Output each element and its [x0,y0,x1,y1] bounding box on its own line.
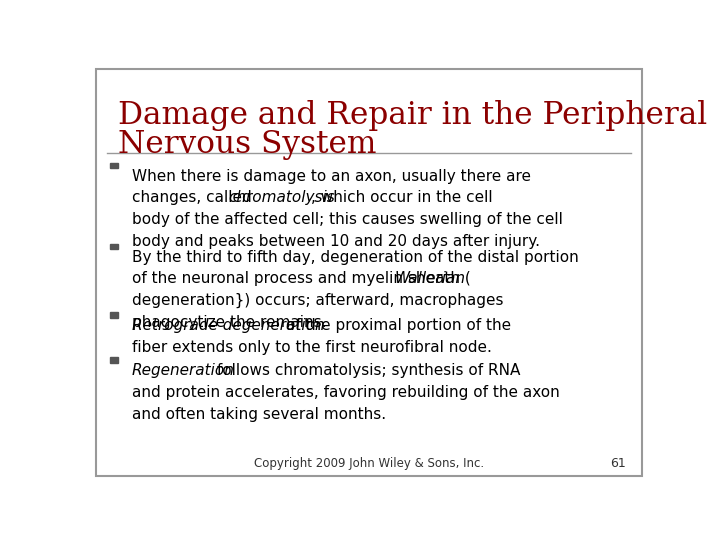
Text: Wallerian: Wallerian [395,272,465,286]
Text: When there is damage to an axon, usually there are: When there is damage to an axon, usually… [132,168,531,184]
Text: degeneration}) occurs; afterward, macrophages: degeneration}) occurs; afterward, macrop… [132,293,503,308]
Text: body of the affected cell; this causes swelling of the cell: body of the affected cell; this causes s… [132,212,563,227]
Text: , which occur in the cell: , which occur in the cell [311,191,492,205]
Text: Damage and Repair in the Peripheral: Damage and Repair in the Peripheral [118,100,707,131]
Text: Regeneration: Regeneration [132,363,235,379]
Text: follows chromatolysis; synthesis of RNA: follows chromatolysis; synthesis of RNA [212,363,520,379]
Text: of the proximal portion of the: of the proximal portion of the [281,319,511,333]
Text: and often taking several months.: and often taking several months. [132,407,386,422]
Text: changes, called: changes, called [132,191,256,205]
Text: and protein accelerates, favoring rebuilding of the axon: and protein accelerates, favoring rebuil… [132,385,559,400]
Text: chromatolysis: chromatolysis [228,191,336,205]
FancyBboxPatch shape [96,69,642,476]
Bar [110,357,117,363]
Text: By the third to fifth day, degeneration of the distal portion: By the third to fifth day, degeneration … [132,250,579,265]
Text: phagocytize the remains.: phagocytize the remains. [132,315,326,330]
Text: body and peaks between 10 and 20 days after injury.: body and peaks between 10 and 20 days af… [132,234,540,248]
Text: Nervous System: Nervous System [118,129,377,160]
Bar [110,313,117,318]
Text: of the neuronal process and myelin sheath (: of the neuronal process and myelin sheat… [132,272,471,286]
Text: fiber extends only to the first neurofibral node.: fiber extends only to the first neurofib… [132,340,492,355]
Text: Copyright 2009 John Wiley & Sons, Inc.: Copyright 2009 John Wiley & Sons, Inc. [254,457,484,470]
Bar [110,244,117,249]
Text: 61: 61 [610,457,626,470]
Bar [110,163,117,168]
Text: Retrograde degeneration: Retrograde degeneration [132,319,325,333]
